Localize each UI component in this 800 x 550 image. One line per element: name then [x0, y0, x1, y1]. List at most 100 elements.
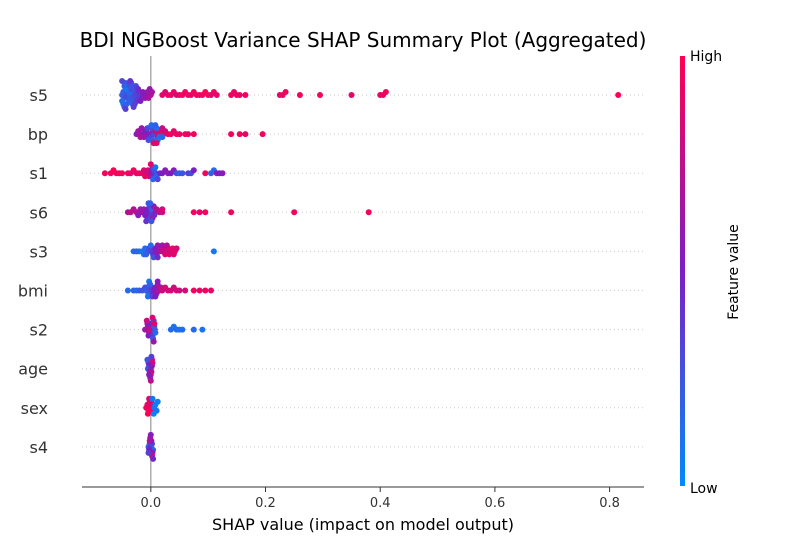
shap-point-s1: [190, 167, 197, 174]
x-tick-label: 0.4: [370, 496, 391, 511]
shap-point-bmi: [124, 287, 131, 294]
shap-point-s5: [296, 92, 303, 98]
shap-point-bp: [185, 131, 192, 138]
shap-point-s1: [119, 170, 126, 177]
shap-point-s2: [179, 326, 186, 333]
shap-point-s1: [152, 164, 159, 171]
shap-point-bp: [236, 131, 243, 138]
shap-points: [101, 78, 622, 462]
feature-label-s2: s2: [29, 321, 48, 340]
shap-point-s6: [196, 209, 203, 216]
shap-point-s5: [382, 89, 389, 95]
shap-point-s5: [149, 89, 155, 95]
colorbar-low-label: Low: [690, 481, 718, 497]
shap-point-sex: [149, 395, 156, 402]
shap-point-s5: [137, 98, 144, 104]
shap-point-bmi: [208, 287, 214, 294]
shap-point-bp: [190, 131, 197, 138]
shap-point-bmi: [182, 287, 189, 294]
shap-point-s4: [145, 449, 152, 456]
shap-point-s2: [199, 326, 206, 333]
shap-point-s2: [152, 329, 159, 336]
shap-point-s1: [219, 170, 226, 177]
x-tick-label: 0.8: [599, 496, 620, 511]
shap-point-s5: [282, 89, 289, 95]
shap-point-s5: [123, 101, 130, 107]
shap-point-bmi: [152, 293, 159, 300]
shap-point-s5: [131, 101, 138, 107]
shap-point-bp: [176, 131, 183, 138]
shap-point-bp: [159, 125, 166, 132]
shap-point-s3: [154, 254, 161, 261]
x-ticks: 0.0 0.2 0.4 0.6 0.8: [140, 487, 620, 511]
shap-point-s1: [101, 170, 108, 177]
shap-point-age: [146, 371, 153, 378]
shap-point-bp: [140, 134, 147, 141]
shap-point-s6: [135, 212, 142, 219]
shap-point-s5: [135, 86, 142, 92]
shap-point-sex: [154, 398, 161, 405]
feature-label-bp: bp: [28, 125, 48, 144]
shap-point-s6: [148, 218, 155, 225]
x-tick-label: 0.6: [485, 496, 506, 511]
shap-point-s5: [213, 92, 220, 98]
shap-point-s5: [242, 92, 249, 98]
shap-point-bp: [159, 134, 166, 141]
colorbar: [680, 56, 685, 486]
shap-point-s6: [190, 209, 197, 216]
x-tick-label: 0.2: [255, 496, 276, 511]
shap-point-s6: [147, 200, 154, 207]
shap-point-s6: [142, 212, 149, 219]
shap-point-bmi: [196, 287, 203, 294]
feature-label-age: age: [18, 360, 48, 379]
shap-point-s2: [143, 317, 150, 324]
shap-point-s3: [210, 248, 217, 255]
feature-label-bmi: bmi: [18, 282, 48, 301]
shap-point-s5: [348, 92, 355, 98]
feature-rows: s5 bp s1 s6 s3 bmi s2 age sex s4: [18, 86, 644, 457]
shap-point-bp: [152, 122, 159, 129]
shap-point-s6: [159, 206, 166, 213]
feature-label-s5: s5: [29, 86, 48, 105]
shap-point-s4: [146, 437, 153, 444]
shap-point-s1: [142, 173, 149, 180]
chart-title: BDI NGBoost Variance SHAP Summary Plot (…: [80, 28, 647, 52]
shap-point-s4: [147, 431, 154, 438]
shap-point-s5: [122, 106, 129, 112]
shap-point-s6: [202, 209, 209, 216]
shap-point-s5: [317, 92, 323, 98]
shap-point-s5: [127, 78, 134, 84]
shap-point-sex: [150, 410, 157, 417]
shap-point-s6: [143, 218, 150, 225]
feature-label-s6: s6: [29, 203, 48, 222]
shap-point-age: [144, 356, 151, 363]
shap-point-s5: [119, 78, 126, 84]
shap-point-s6: [291, 209, 298, 216]
shap-point-bmi: [202, 287, 209, 294]
shap-point-s6: [365, 209, 372, 216]
shap-point-s2: [149, 314, 156, 321]
shap-point-s5: [615, 92, 622, 98]
shap-point-s1: [154, 176, 161, 183]
shap-point-bmi: [176, 287, 183, 294]
feature-label-s4: s4: [29, 438, 48, 457]
shap-point-bmi: [190, 287, 197, 294]
shap-point-bp: [138, 125, 145, 132]
shap-point-s1: [179, 170, 186, 177]
feature-label-sex: sex: [21, 399, 48, 418]
shap-point-s3: [159, 242, 166, 249]
shap-point-s1: [147, 161, 154, 168]
shap-point-bmi: [144, 293, 151, 300]
shap-point-s1: [202, 170, 209, 177]
shap-point-s2: [150, 338, 157, 345]
shap-point-s4: [150, 455, 157, 462]
shap-point-s2: [151, 320, 158, 327]
x-axis-label: SHAP value (impact on model output): [212, 515, 514, 534]
feature-label-s1: s1: [29, 164, 48, 183]
colorbar-title: Feature value: [726, 224, 742, 320]
shap-point-s6: [228, 209, 235, 216]
shap-point-age: [147, 377, 154, 384]
x-tick-label: 0.0: [140, 496, 161, 511]
shap-point-bmi: [147, 281, 154, 288]
